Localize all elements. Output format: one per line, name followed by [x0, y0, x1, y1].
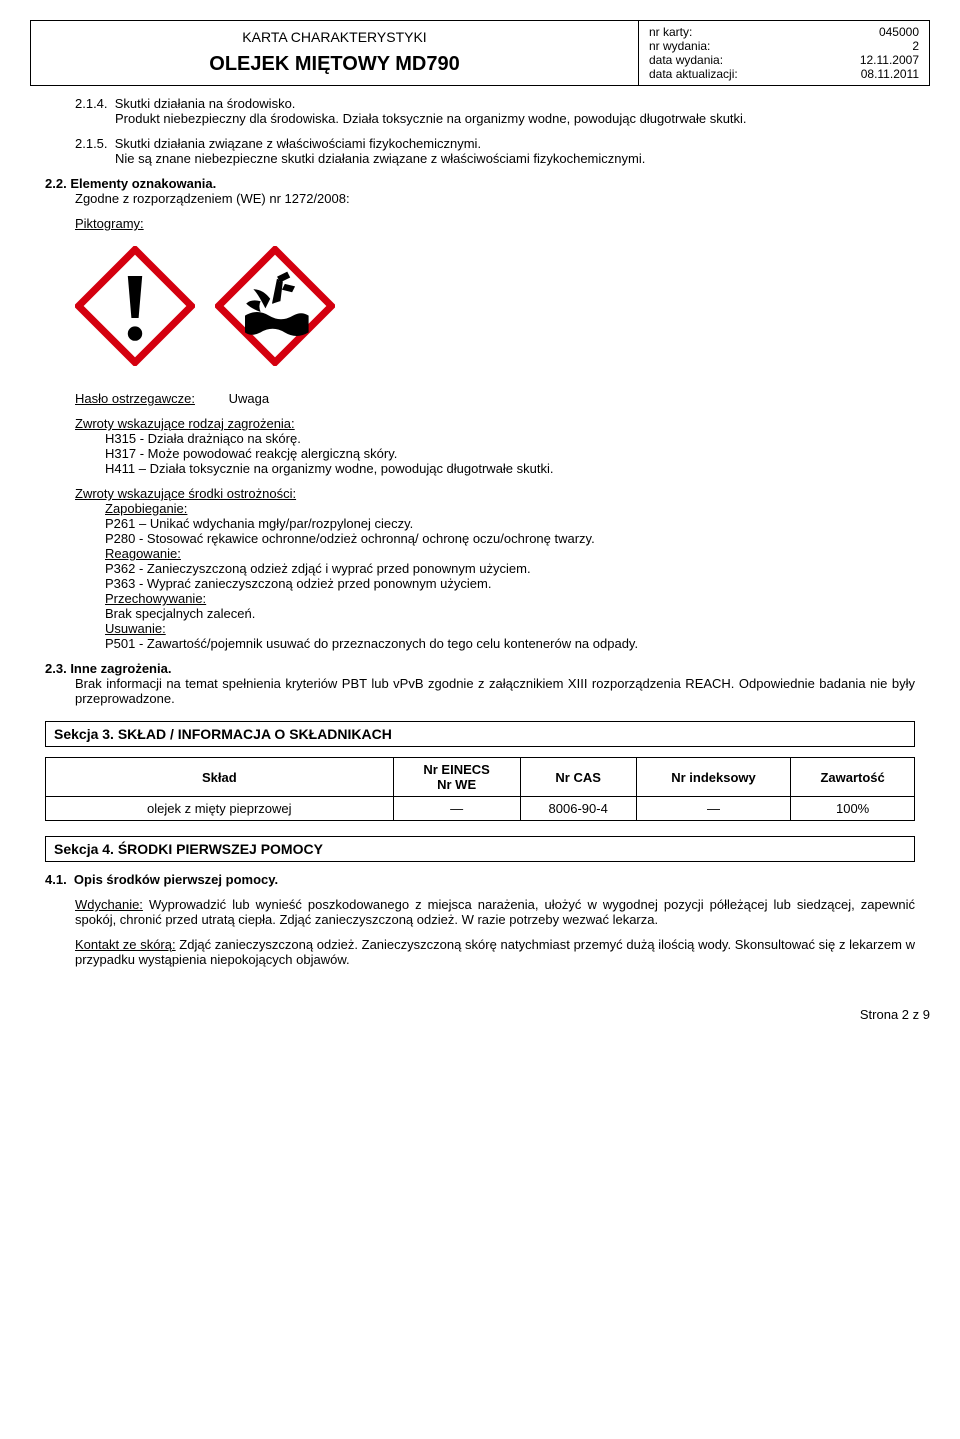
section-22: 2.2. Elementy oznakowania. Zgodne z rozp… [45, 176, 915, 206]
ghs-exclamation-icon [75, 246, 195, 366]
meta-row: nr wydania: 2 [649, 39, 919, 53]
section4-header: Sekcja 4. ŚRODKI PIERWSZEJ POMOCY [45, 836, 915, 862]
title: Skutki działania związane z właściwościa… [115, 136, 481, 151]
precaution-item: Brak specjalnych zaleceń. [105, 606, 915, 621]
title: Inne zagrożenia. [70, 661, 171, 676]
section-23: 2.3. Inne zagrożenia. Brak informacji na… [45, 661, 915, 706]
section-215: 2.1.5. Skutki działania związane z właśc… [75, 136, 915, 166]
precaution-heading: Zwroty wskazujące środki ostrożności: [75, 486, 915, 501]
col-index: Nr indeksowy [636, 758, 791, 797]
precaution-item: P261 – Unikać wdychania mgły/par/rozpylo… [105, 516, 915, 531]
text: Brak informacji na temat spełnienia kryt… [75, 676, 915, 706]
precaution-group-title: Zapobieganie: [105, 501, 915, 516]
hazard-block: Zwroty wskazujące rodzaj zagrożenia: H31… [75, 416, 915, 476]
header-meta: nr karty: 045000 nr wydania: 2 data wydani… [638, 21, 929, 85]
precaution-item: P501 - Zawartość/pojemnik usuwać do prze… [105, 636, 915, 651]
cell: olejek z mięty pieprzowej [46, 797, 394, 821]
title: Opis środków pierwszej pomocy. [74, 872, 278, 887]
precaution-item: P362 - Zanieczyszczoną odzież zdjąć i wy… [105, 561, 915, 576]
hazard-item: H317 - Może powodować reakcję alergiczną… [105, 446, 915, 461]
meta-row: data wydania: 12.11.2007 [649, 53, 919, 67]
cell: 100% [791, 797, 915, 821]
content: 2.1.4. Skutki działania na środowisko. P… [30, 96, 930, 967]
signal-label: Hasło ostrzegawcze: [75, 391, 225, 406]
doc-title: OLEJEK MIĘTOWY MD790 [46, 53, 623, 76]
section-41: 4.1. Opis środków pierwszej pomocy. [45, 872, 915, 887]
meta-label: nr wydania: [649, 39, 710, 53]
cell: 8006-90-4 [520, 797, 636, 821]
num: 2.3. [45, 661, 67, 676]
hazard-item: H315 - Działa drażniąco na skórę. [105, 431, 915, 446]
precaution-block: Zwroty wskazujące środki ostrożności: Za… [75, 486, 915, 651]
precaution-item: P363 - Wyprać zanieczyszczoną odzież prz… [105, 576, 915, 591]
title: Elementy oznakowania. [70, 176, 216, 191]
num: 2.1.4. [75, 96, 108, 111]
precaution-group-title: Przechowywanie: [105, 591, 915, 606]
doc-type: KARTA CHARAKTERYSTYKI [46, 29, 623, 45]
num: 2.1.5. [75, 136, 108, 151]
col-content: Zawartość [791, 758, 915, 797]
ghs-environment-icon [215, 246, 335, 366]
table-header-row: Skład Nr EINECSNr WE Nr CAS Nr indeksowy… [46, 758, 915, 797]
meta-label: data wydania: [649, 53, 723, 67]
inhale-text: Wyprowadzić lub wynieść poszkodowanego z… [75, 897, 915, 927]
composition-table: Skład Nr EINECSNr WE Nr CAS Nr indeksowy… [45, 757, 915, 821]
table-row: olejek z mięty pieprzowej — 8006-90-4 — … [46, 797, 915, 821]
precaution-group-title: Usuwanie: [105, 621, 915, 636]
text: Produkt niebezpieczny dla środowiska. Dz… [115, 111, 915, 126]
header-box: KARTA CHARAKTERYSTYKI OLEJEK MIĘTOWY MD7… [30, 20, 930, 86]
precaution-group-title: Reagowanie: [105, 546, 915, 561]
page-footer: Strona 2 z 9 [30, 1007, 930, 1022]
text: Nie są znane niebezpieczne skutki działa… [115, 151, 915, 166]
col-cas: Nr CAS [520, 758, 636, 797]
meta-label: nr karty: [649, 25, 692, 39]
signal-value: Uwaga [229, 391, 269, 406]
header-left: KARTA CHARAKTERYSTYKI OLEJEK MIĘTOWY MD7… [31, 21, 638, 85]
col-sklad: Skład [46, 758, 394, 797]
precaution-item: P280 - Stosować rękawice ochronne/odzież… [105, 531, 915, 546]
hazard-item: H411 – Działa toksycznie na organizmy wo… [105, 461, 915, 476]
section-214: 2.1.4. Skutki działania na środowisko. P… [75, 96, 915, 126]
meta-value: 08.11.2011 [861, 67, 919, 81]
inhale-para: Wdychanie: Wyprowadzić lub wynieść poszk… [75, 897, 915, 927]
hazard-heading: Zwroty wskazujące rodzaj zagrożenia: [75, 416, 915, 431]
cell: — [636, 797, 791, 821]
pictograms [75, 246, 915, 366]
pictogram-label: Piktogramy: [75, 216, 915, 231]
meta-row: nr karty: 045000 [649, 25, 919, 39]
subtitle: Zgodne z rozporządzeniem (WE) nr 1272/20… [75, 191, 915, 206]
num: 2.2. [45, 176, 67, 191]
section3-header: Sekcja 3. SKŁAD / INFORMACJA O SKŁADNIKA… [45, 721, 915, 747]
title: Skutki działania na środowisko. [115, 96, 296, 111]
skin-label: Kontakt ze skórą: [75, 937, 176, 952]
meta-row: data aktualizacji: 08.11.2011 [649, 67, 919, 81]
meta-label: data aktualizacji: [649, 67, 738, 81]
signal-word-row: Hasło ostrzegawcze: Uwaga [75, 391, 915, 406]
meta-value: 12.11.2007 [860, 53, 919, 67]
inhale-label: Wdychanie: [75, 897, 143, 912]
meta-value: 2 [912, 39, 919, 53]
skin-text: Zdjąć zanieczyszczoną odzież. Zanieczysz… [75, 937, 915, 967]
cell: — [393, 797, 520, 821]
num: 4.1. [45, 872, 67, 887]
skin-para: Kontakt ze skórą: Zdjąć zanieczyszczoną … [75, 937, 915, 967]
col-einecs: Nr EINECSNr WE [393, 758, 520, 797]
meta-value: 045000 [879, 25, 919, 39]
